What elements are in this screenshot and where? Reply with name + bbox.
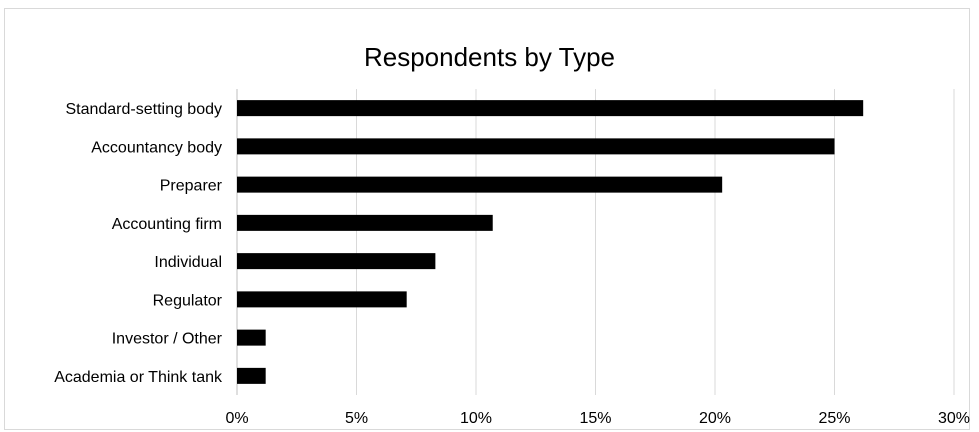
category-label: Accountancy body xyxy=(91,139,222,156)
x-tick-label: 10% xyxy=(460,410,492,427)
x-tick-label: 30% xyxy=(938,410,970,427)
x-tick-label: 20% xyxy=(699,410,731,427)
bars xyxy=(237,100,864,384)
category-labels: Standard-setting body Accountancy body Pre… xyxy=(54,101,223,386)
x-tick-label: 25% xyxy=(818,410,850,427)
bar xyxy=(237,214,493,231)
bar xyxy=(237,329,266,346)
category-label: Individual xyxy=(154,254,222,271)
category-label: Academia or Think tank xyxy=(54,369,223,386)
x-tick-label: 15% xyxy=(579,410,611,427)
category-label: Standard-setting body xyxy=(65,101,222,118)
bar xyxy=(237,291,407,308)
chart-title: Respondents by Type xyxy=(363,42,616,72)
category-label: Preparer xyxy=(160,178,223,195)
category-label: Regulator xyxy=(153,292,223,309)
bar xyxy=(237,138,835,155)
x-tick-label: 5% xyxy=(345,410,368,427)
x-tick-labels: 0% 5% 10% 15% 20% 25% 30% xyxy=(225,410,970,427)
bar xyxy=(237,367,266,384)
bar xyxy=(237,176,723,193)
x-tick-label: 0% xyxy=(225,410,248,427)
category-label: Accounting firm xyxy=(112,216,222,233)
gridlines xyxy=(236,89,955,395)
bar xyxy=(237,253,436,270)
category-label: Investor / Other xyxy=(112,331,223,348)
bar xyxy=(237,100,864,117)
